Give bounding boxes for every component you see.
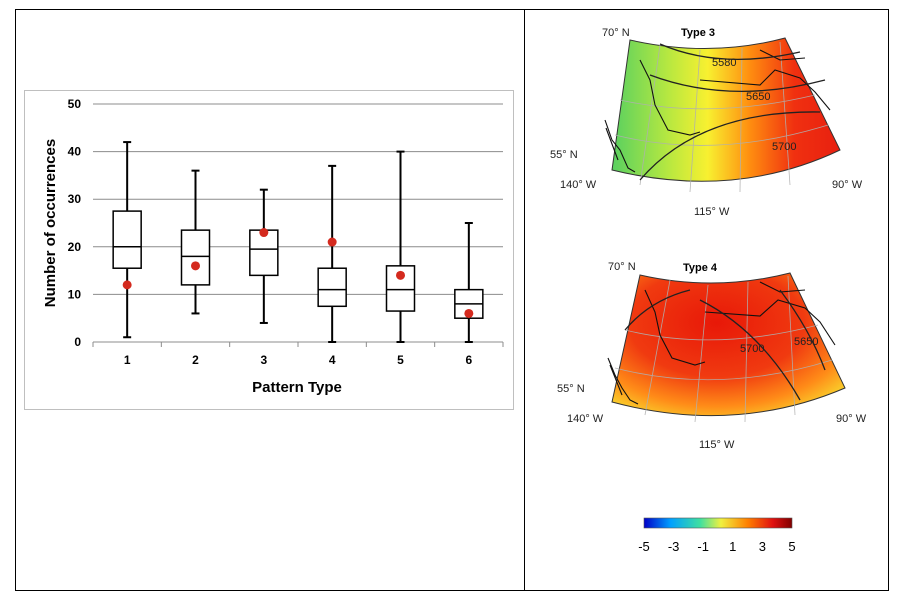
- boxes: [92, 141, 504, 347]
- y-tick-label: 10: [68, 287, 82, 301]
- box: [317, 267, 347, 308]
- red-point: [191, 261, 200, 271]
- x-tick-label: 1: [124, 353, 131, 367]
- x-tick-labels: 1 2 3 4 5 6: [124, 353, 473, 367]
- box: [112, 210, 142, 269]
- x-tick-label: 2: [192, 353, 199, 367]
- panel-divider: [524, 9, 525, 591]
- figure-frame: [15, 9, 889, 591]
- red-point: [396, 270, 405, 280]
- x-axis-label: Pattern Type: [252, 379, 342, 396]
- grid-lines: [93, 103, 503, 343]
- boxplot-chart: 0 10 20 30 40 50 1 2 3 4 5 6 Pattern Type Number o…: [42, 97, 504, 396]
- x-tick-label: 3: [260, 353, 267, 367]
- red-point: [259, 228, 269, 238]
- x-tick-label: 6: [465, 353, 472, 367]
- y-tick-label: 40: [68, 145, 82, 159]
- red-point: [122, 280, 132, 290]
- x-tick-label: 4: [329, 353, 336, 367]
- y-tick-labels: 0 10 20 30 40 50: [68, 97, 82, 349]
- box: [180, 229, 211, 286]
- red-point: [464, 308, 474, 318]
- y-tick-label: 50: [68, 97, 82, 111]
- y-tick-label: 20: [68, 240, 82, 254]
- x-tick-label: 5: [397, 353, 404, 367]
- red-point: [327, 237, 337, 247]
- y-axis-label: Number of occurrences: [42, 139, 59, 307]
- boxplot-chart-panel: 0 10 20 30 40 50 1 2 3 4 5 6 Pattern Type Number o…: [24, 90, 514, 410]
- box: [249, 229, 279, 277]
- y-tick-label: 30: [68, 192, 82, 206]
- y-tick-label: 0: [74, 335, 81, 349]
